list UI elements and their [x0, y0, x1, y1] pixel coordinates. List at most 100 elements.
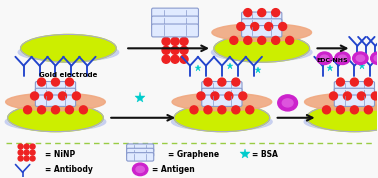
Circle shape — [18, 150, 23, 155]
Ellipse shape — [133, 163, 148, 176]
Ellipse shape — [317, 52, 332, 64]
Circle shape — [336, 78, 344, 86]
Circle shape — [246, 106, 254, 114]
FancyBboxPatch shape — [202, 95, 242, 106]
Ellipse shape — [371, 52, 378, 64]
Ellipse shape — [172, 113, 272, 131]
Circle shape — [350, 106, 358, 114]
Ellipse shape — [172, 93, 272, 111]
Circle shape — [190, 106, 198, 114]
Circle shape — [197, 92, 205, 100]
Circle shape — [218, 78, 226, 86]
Circle shape — [24, 150, 29, 155]
Text: = NiNP: = NiNP — [45, 150, 75, 159]
Circle shape — [258, 36, 266, 44]
Circle shape — [51, 106, 59, 114]
FancyBboxPatch shape — [202, 88, 242, 100]
Circle shape — [18, 156, 23, 161]
FancyBboxPatch shape — [242, 26, 282, 37]
Circle shape — [73, 92, 81, 100]
Circle shape — [330, 92, 338, 100]
FancyBboxPatch shape — [152, 16, 198, 29]
Circle shape — [357, 92, 366, 100]
Circle shape — [79, 106, 87, 114]
Circle shape — [237, 23, 245, 30]
Circle shape — [239, 92, 247, 100]
Ellipse shape — [18, 43, 119, 61]
Text: EDC·NHS: EDC·NHS — [317, 58, 348, 63]
Circle shape — [232, 78, 240, 86]
FancyBboxPatch shape — [202, 82, 242, 93]
Circle shape — [371, 92, 378, 100]
Ellipse shape — [212, 43, 312, 61]
Circle shape — [180, 55, 188, 63]
Circle shape — [244, 9, 252, 17]
Circle shape — [350, 78, 358, 86]
Ellipse shape — [5, 113, 106, 131]
Circle shape — [272, 9, 280, 17]
Circle shape — [24, 156, 29, 161]
FancyBboxPatch shape — [127, 153, 154, 161]
Circle shape — [225, 92, 233, 100]
Ellipse shape — [305, 93, 378, 111]
Circle shape — [204, 78, 212, 86]
Circle shape — [23, 106, 32, 114]
Circle shape — [24, 144, 29, 149]
Ellipse shape — [338, 55, 347, 61]
FancyBboxPatch shape — [36, 88, 76, 100]
FancyBboxPatch shape — [334, 95, 375, 106]
FancyBboxPatch shape — [242, 12, 282, 23]
Ellipse shape — [174, 104, 270, 132]
Text: = Graphene: = Graphene — [168, 150, 219, 159]
Circle shape — [218, 106, 226, 114]
Circle shape — [37, 78, 45, 86]
Circle shape — [265, 23, 273, 30]
Ellipse shape — [282, 99, 293, 107]
Ellipse shape — [374, 55, 378, 61]
Circle shape — [180, 46, 188, 54]
Ellipse shape — [353, 52, 368, 64]
Circle shape — [211, 92, 219, 100]
Ellipse shape — [214, 34, 310, 62]
Circle shape — [232, 106, 240, 114]
Circle shape — [65, 106, 73, 114]
Circle shape — [364, 106, 372, 114]
Ellipse shape — [304, 113, 378, 131]
FancyBboxPatch shape — [334, 88, 375, 100]
Circle shape — [18, 144, 23, 149]
Ellipse shape — [356, 55, 364, 61]
Ellipse shape — [136, 166, 144, 172]
Circle shape — [344, 92, 352, 100]
Circle shape — [272, 36, 280, 44]
Ellipse shape — [307, 104, 378, 132]
Circle shape — [171, 46, 179, 54]
Circle shape — [322, 106, 330, 114]
Circle shape — [364, 78, 372, 86]
Circle shape — [286, 36, 294, 44]
Circle shape — [162, 55, 170, 63]
FancyBboxPatch shape — [36, 82, 76, 93]
Circle shape — [244, 36, 252, 44]
Circle shape — [59, 92, 67, 100]
FancyBboxPatch shape — [127, 148, 154, 157]
Ellipse shape — [8, 104, 103, 132]
Ellipse shape — [335, 52, 350, 64]
Text: = BSA: = BSA — [252, 150, 278, 159]
Text: = Antigen: = Antigen — [152, 165, 195, 174]
Ellipse shape — [278, 95, 297, 111]
FancyBboxPatch shape — [152, 8, 198, 21]
Text: Gold electrode: Gold electrode — [39, 72, 98, 78]
Circle shape — [162, 37, 170, 45]
Circle shape — [30, 144, 35, 149]
FancyBboxPatch shape — [36, 95, 76, 106]
Circle shape — [65, 78, 73, 86]
Ellipse shape — [212, 23, 311, 41]
Circle shape — [51, 78, 59, 86]
Circle shape — [279, 23, 287, 30]
Circle shape — [180, 37, 188, 45]
Circle shape — [37, 106, 45, 114]
Circle shape — [204, 106, 212, 114]
Circle shape — [30, 150, 35, 155]
Circle shape — [230, 36, 238, 44]
Circle shape — [162, 46, 170, 54]
